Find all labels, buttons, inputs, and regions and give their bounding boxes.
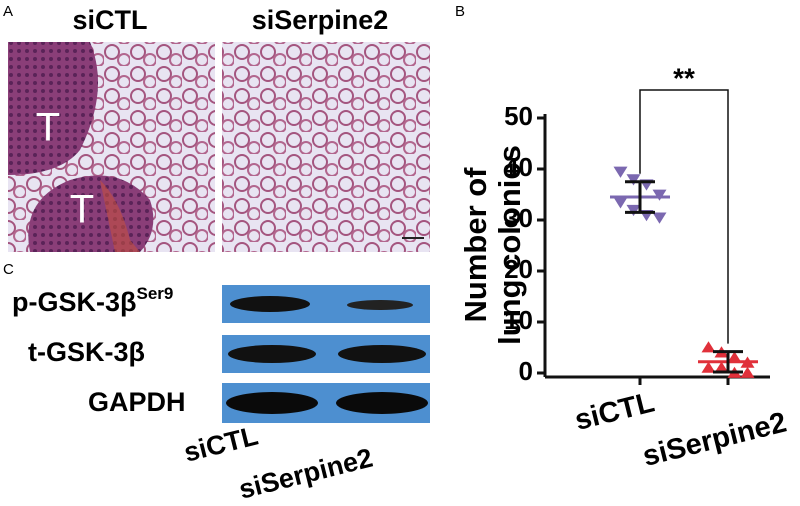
blot: [222, 285, 430, 423]
lane-label: siCTL: [181, 420, 261, 467]
data-point: [626, 204, 641, 217]
data-point: [613, 197, 628, 209]
blot-row-label: p-GSK-3β: [12, 287, 136, 317]
panel-label: C: [3, 261, 14, 278]
panel-label: B: [455, 3, 465, 20]
data-point: [613, 166, 628, 178]
data-point: [727, 351, 742, 363]
superscript: Ser9: [136, 284, 173, 303]
x-tick-label: siCTL: [572, 386, 658, 437]
y-tick-label: 0: [519, 356, 533, 386]
data-point: [740, 366, 755, 378]
significance-bracket: [639, 89, 729, 344]
histology-image: [8, 42, 215, 252]
y-axis-title: lung colonies: [492, 145, 527, 345]
blot-row-label: GAPDH: [88, 387, 186, 417]
data-point: [701, 341, 716, 353]
panel-label: A: [3, 3, 13, 20]
data-point: [652, 189, 667, 201]
blot-row-label: p-GSK-3βSer9: [12, 284, 173, 317]
data-point: [714, 361, 729, 373]
tumor-marker: T: [36, 106, 60, 150]
blot-row-label: t-GSK-3β: [28, 337, 145, 367]
y-tick-label: 30: [504, 203, 533, 233]
y-tick-label: 50: [504, 101, 533, 131]
histology-image: [222, 42, 430, 252]
image-title: siCTL: [72, 5, 147, 35]
significance-label: **: [673, 62, 695, 93]
lane-label: siSerpine2: [236, 443, 376, 505]
data-point: [701, 361, 716, 373]
data-point: [652, 212, 667, 224]
y-tick-label: 20: [504, 254, 533, 284]
data-point: [626, 174, 641, 186]
y-tick-label: 40: [504, 152, 533, 182]
x-tick-label: siSerpine2: [640, 406, 790, 473]
y-tick-label: 10: [504, 305, 533, 335]
tumor-marker: T: [70, 188, 94, 232]
image-title: siSerpine2: [252, 5, 389, 35]
y-axis-title: Number of: [458, 167, 493, 323]
